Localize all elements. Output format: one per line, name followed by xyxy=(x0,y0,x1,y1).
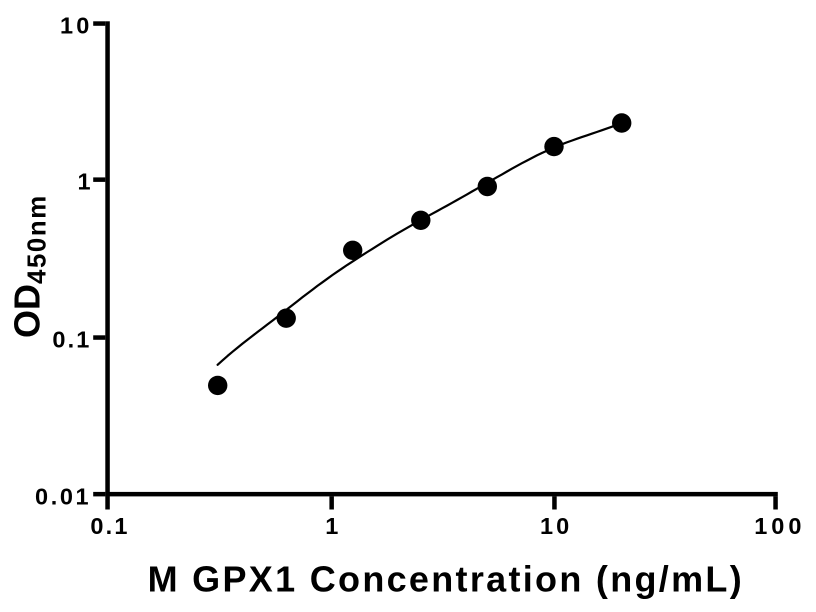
svg-text:0.01: 0.01 xyxy=(35,484,91,510)
svg-text:10: 10 xyxy=(540,513,572,539)
svg-text:100: 100 xyxy=(754,513,805,539)
svg-text:1: 1 xyxy=(325,513,338,539)
svg-text:0.1: 0.1 xyxy=(90,513,129,539)
svg-text:0.1: 0.1 xyxy=(52,326,91,352)
svg-text:1: 1 xyxy=(78,169,91,195)
svg-text:OD450nm: OD450nm xyxy=(7,194,52,338)
svg-text:M GPX1 Concentration (ng/mL): M GPX1 Concentration (ng/mL) xyxy=(148,558,744,599)
svg-text:10: 10 xyxy=(60,12,93,38)
